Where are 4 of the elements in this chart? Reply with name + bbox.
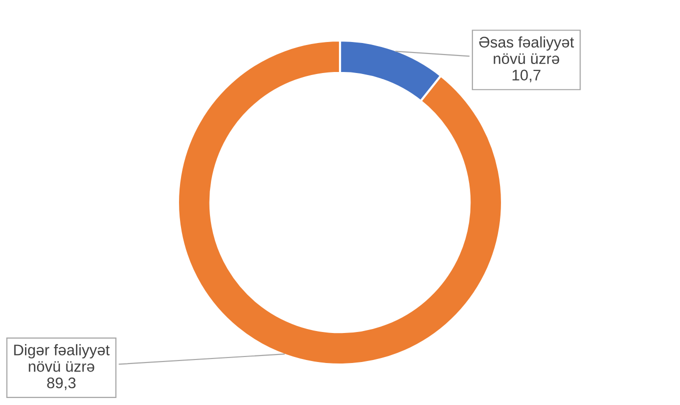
slice-label: Digər fəaliyyət növü üzrə [14,344,110,372]
data-label: 89,3 [47,377,76,390]
slice-label: Əsas fəaliyyət növü üzrə [479,36,574,64]
data-label: 10,7 [512,70,540,82]
